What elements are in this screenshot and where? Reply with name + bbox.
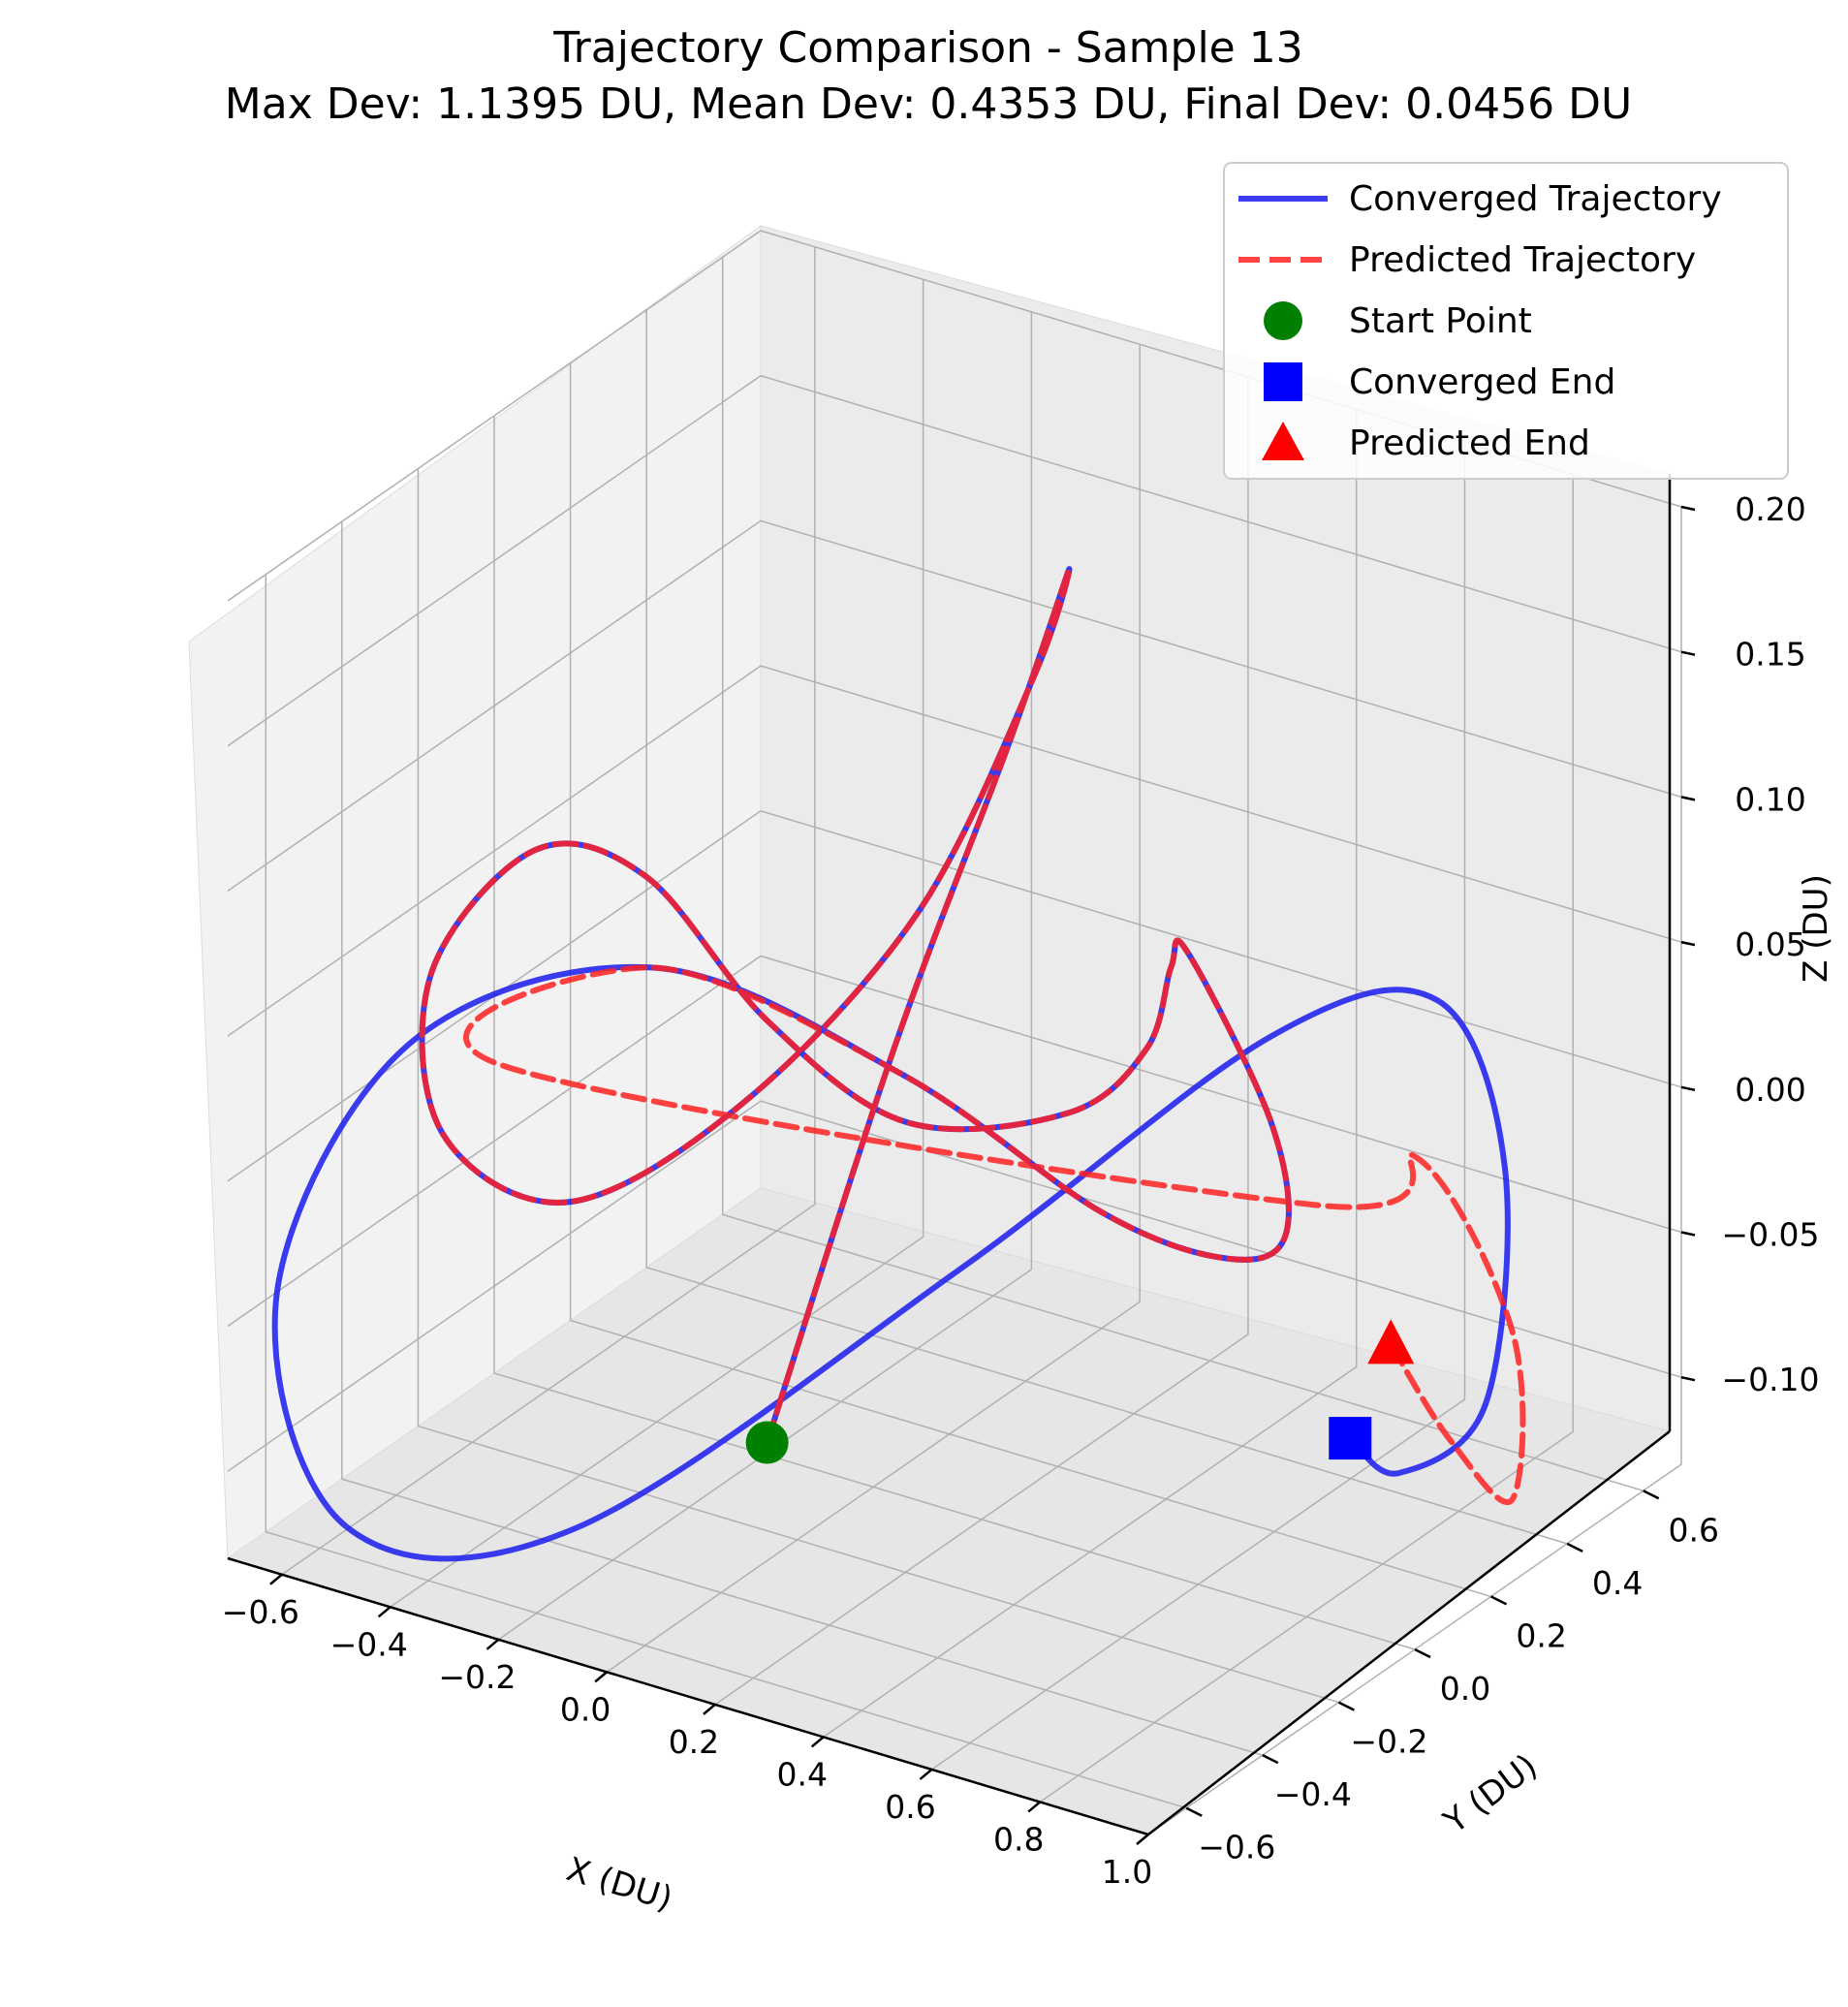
y-tick-mark (1490, 1595, 1508, 1606)
z-tick-mark (1680, 796, 1696, 801)
y-tick-label: −0.2 (1350, 1723, 1427, 1761)
y-tick-label: 0.4 (1592, 1564, 1643, 1602)
legend-label-converged-end: Converged End (1349, 362, 1615, 402)
x-tick-mark (594, 1671, 608, 1683)
y-tick-label: 0.0 (1440, 1670, 1490, 1708)
x-tick-mark (269, 1573, 283, 1585)
grid-line-y (493, 416, 1416, 1650)
converged-end-marker (1329, 1417, 1372, 1460)
legend-swatch-converged-end (1264, 362, 1302, 401)
x-tick-mark (485, 1638, 500, 1650)
y-tick-mark (1414, 1647, 1431, 1659)
x-tick-mark (377, 1606, 392, 1618)
y-axis-line (1147, 1430, 1671, 1835)
grid-line-y (645, 309, 1568, 1545)
y-tick-mark (1643, 1490, 1660, 1500)
legend-frame (1223, 162, 1789, 480)
legend-swatch-start-point (1264, 301, 1302, 340)
z-tick-label: 0.05 (1735, 925, 1805, 963)
grid-line-x (606, 344, 1141, 1673)
z-tick-label: −0.10 (1721, 1361, 1819, 1398)
z-tick-mark (1680, 1375, 1696, 1382)
axis-ticks: −0.6 −0.4 −0.2 0.0 0.2 0.4 0.6 0.8 1.0 −0.6 −0.4 −0… (222, 490, 1820, 1891)
z-axis-label: Z (DU) (1797, 874, 1835, 983)
x-tick-label: −0.2 (438, 1658, 516, 1696)
y-tick-label: −0.4 (1274, 1775, 1352, 1813)
z-tick-label: 0.15 (1735, 636, 1805, 674)
grid-line-z (227, 519, 1682, 893)
chart-subtitle: Max Dev: 1.1395 DU, Mean Dev: 0.4353 DU,… (225, 79, 1632, 129)
x-tick-mark (810, 1736, 825, 1748)
x-tick-mark (703, 1703, 716, 1715)
grid-line-x (823, 409, 1358, 1739)
grid-line-z (227, 665, 1682, 1037)
z-tick-mark (1680, 940, 1696, 947)
x-tick-label: 0.2 (669, 1723, 719, 1761)
grid-line-x (390, 279, 924, 1608)
z-tick-mark (1680, 505, 1696, 512)
grid-line-y (417, 468, 1339, 1704)
y-tick-label: −0.6 (1198, 1829, 1275, 1866)
legend-label-predicted-trajectory: Predicted Trajectory (1349, 240, 1696, 280)
y-tick-mark (1337, 1701, 1355, 1711)
grid-line-z (227, 809, 1682, 1182)
x-tick-label: −0.4 (330, 1625, 408, 1663)
y-tick-label: 0.2 (1516, 1616, 1566, 1654)
y-tick-mark (1262, 1754, 1279, 1765)
grid-line-y (265, 574, 1187, 1809)
grid-line-z (227, 374, 1682, 747)
trajectory-markers (745, 1319, 1415, 1464)
grid-line-x (281, 246, 816, 1576)
x-tick-mark (1027, 1801, 1042, 1813)
legend: Converged Trajectory Predicted Trajectory… (1223, 162, 1789, 480)
grid-line-y (721, 257, 1644, 1492)
grid-line-z (227, 955, 1682, 1328)
grid-line-z (227, 1100, 1682, 1472)
x-tick-mark (919, 1768, 933, 1780)
grid-line-x (1147, 507, 1682, 1835)
z-tick-mark (1680, 1085, 1696, 1092)
legend-swatch-predicted-end (1262, 422, 1304, 460)
z-tick-label: 0.00 (1735, 1071, 1805, 1109)
y-tick-label: 0.6 (1668, 1511, 1718, 1549)
y-tick-mark (1566, 1542, 1583, 1552)
axis-lines (227, 474, 1672, 1836)
x-tick-label: 0.8 (993, 1820, 1044, 1858)
z-tick-mark (1680, 1231, 1696, 1237)
grid-line-x (497, 311, 1033, 1641)
predicted-end-marker (1367, 1319, 1415, 1364)
x-tick-label: 0.0 (560, 1690, 611, 1728)
grid-line-x (931, 441, 1466, 1771)
predicted-trajectory-line (419, 566, 1526, 1505)
grid-lines (227, 230, 1682, 1835)
x-axis-line (227, 1556, 1149, 1836)
x-axis-label: X (DU) (562, 1850, 677, 1919)
chart-title: Trajectory Comparison - Sample 13 (552, 23, 1302, 73)
grid-line-y (569, 362, 1491, 1598)
grid-line-x (714, 376, 1249, 1706)
grid-line-y (341, 521, 1264, 1756)
y-axis-label: Y (DU) (1436, 1746, 1545, 1841)
z-tick-label: −0.05 (1721, 1215, 1819, 1253)
x-tick-label: 0.6 (885, 1788, 935, 1826)
legend-label-start-point: Start Point (1349, 301, 1532, 341)
z-tick-label: 0.20 (1735, 490, 1805, 528)
legend-label-converged-trajectory: Converged Trajectory (1349, 179, 1722, 219)
x-tick-label: 1.0 (1102, 1853, 1152, 1891)
start-point-marker (745, 1421, 789, 1464)
trajectory-series (271, 566, 1526, 1562)
z-tick-label: 0.10 (1735, 780, 1805, 818)
grid-line-x (1039, 474, 1574, 1803)
z-tick-mark (1680, 650, 1696, 656)
legend-label-predicted-end: Predicted End (1349, 423, 1590, 463)
x-tick-label: 0.4 (776, 1755, 827, 1793)
y-tick-mark (1185, 1806, 1203, 1817)
x-tick-label: −0.6 (222, 1593, 299, 1631)
x-tick-mark (1136, 1834, 1149, 1845)
